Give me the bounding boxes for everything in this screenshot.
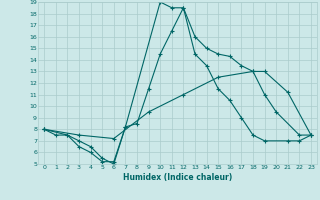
X-axis label: Humidex (Indice chaleur): Humidex (Indice chaleur) — [123, 173, 232, 182]
